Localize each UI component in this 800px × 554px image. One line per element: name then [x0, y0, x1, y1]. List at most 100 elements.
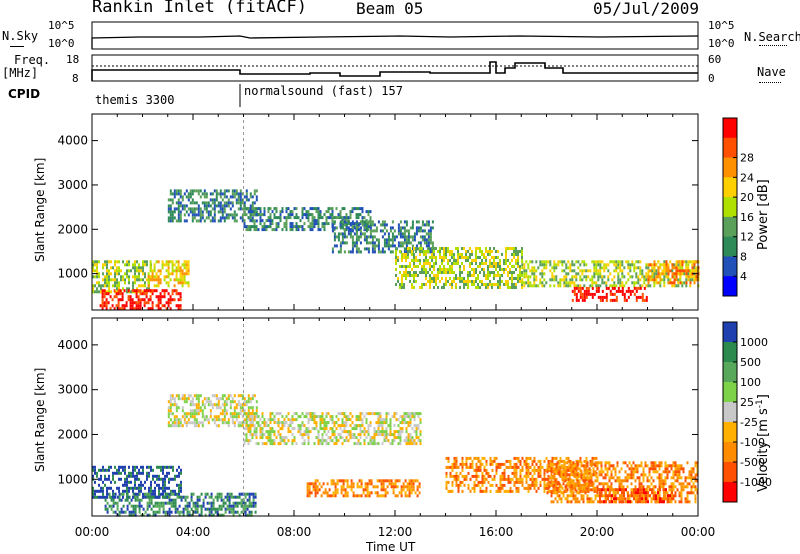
- power-cell: [205, 204, 208, 208]
- power-cell: [142, 266, 144, 270]
- velocity-cell: [581, 483, 584, 487]
- power-cell: [421, 283, 423, 286]
- power-cell: [613, 298, 616, 302]
- velocity-cell: [110, 480, 112, 484]
- power-cell: [495, 262, 497, 265]
- velocity-cell: [181, 409, 184, 413]
- power-cell: [313, 225, 316, 229]
- velocity-cell: [353, 424, 356, 428]
- velocity-cell: [561, 486, 564, 490]
- velocity-cell: [385, 436, 388, 440]
- power-cell: [94, 269, 96, 273]
- power-cell: [401, 235, 404, 239]
- power-cell: [607, 269, 610, 273]
- velocity-cell: [126, 495, 128, 499]
- velocity-cell: [483, 465, 486, 469]
- velocity-cell: [612, 494, 615, 498]
- velocity-cell: [267, 430, 270, 434]
- velocity-cell: [399, 436, 402, 440]
- power-cell: [405, 268, 407, 271]
- power-cell: [299, 225, 302, 229]
- velocity-cell: [184, 504, 187, 508]
- velocity-cell: [170, 489, 172, 493]
- power-cell: [171, 263, 174, 267]
- power-cell: [167, 210, 170, 214]
- velocity-cell: [445, 465, 448, 469]
- velocity-cell: [578, 473, 581, 477]
- cpid-label: CPID: [8, 87, 41, 101]
- velocity-cell: [344, 479, 347, 483]
- velocity-cell: [574, 485, 577, 489]
- power-cell: [657, 272, 660, 276]
- velocity-cell: [98, 483, 100, 487]
- power-cell: [144, 275, 146, 279]
- power-cell: [217, 204, 220, 208]
- power-cell: [421, 220, 424, 224]
- power-cell: [473, 274, 475, 277]
- power-cell: [104, 275, 106, 279]
- velocity-cell: [343, 427, 346, 431]
- date-label: 05/Jul/2009: [593, 0, 699, 18]
- power-cell: [513, 271, 515, 274]
- power-cell: [511, 280, 513, 283]
- velocity-cell: [383, 439, 386, 443]
- velocity-cell: [231, 400, 234, 404]
- velocity-cell: [233, 415, 236, 419]
- power-cell: [591, 260, 594, 264]
- power-cell: [475, 268, 477, 271]
- power-cell: [407, 274, 409, 277]
- velocity-cell: [247, 397, 250, 401]
- power-cell: [167, 292, 170, 296]
- power-cell: [213, 204, 216, 208]
- velocity-cell: [233, 406, 236, 410]
- velocity-cell: [213, 394, 216, 398]
- velocity-cell: [193, 394, 196, 398]
- velocity-cell: [259, 433, 262, 437]
- velocity-cell: [332, 482, 335, 486]
- velocity-cell: [311, 412, 314, 416]
- velocity-cell: [568, 476, 571, 480]
- power-cell: [475, 259, 477, 262]
- power-cell: [383, 232, 386, 236]
- power-cell: [657, 281, 660, 285]
- velocity-cell: [171, 424, 174, 428]
- power-cell: [575, 275, 578, 279]
- velocity-cell: [150, 495, 152, 499]
- velocity-cell: [543, 468, 546, 472]
- power-cell: [617, 289, 620, 293]
- power-cell: [511, 265, 513, 268]
- power-cell: [517, 262, 519, 265]
- velocity-cell: [181, 397, 184, 401]
- velocity-cell: [594, 494, 597, 498]
- power-cell: [149, 298, 152, 302]
- velocity-cell: [183, 397, 186, 401]
- velocity-cell: [215, 415, 218, 419]
- power-cell: [445, 268, 447, 271]
- power-cell: [155, 304, 158, 308]
- power-cell: [571, 269, 574, 273]
- velocity-cell: [471, 459, 474, 463]
- power-cell: [489, 274, 491, 277]
- velocity-cell: [138, 501, 141, 505]
- power-cell: [177, 292, 180, 296]
- velocity-cell: [248, 510, 251, 514]
- power-cell: [555, 278, 558, 282]
- power-cell: [167, 207, 170, 211]
- velocity-cell: [122, 510, 125, 514]
- power-cell: [509, 277, 511, 280]
- velocity-cell: [527, 468, 530, 472]
- velocity-cell: [132, 510, 135, 514]
- velocity-cell: [485, 459, 488, 463]
- velocity-cell: [517, 456, 520, 460]
- power-cell: [605, 295, 608, 299]
- power-cell: [485, 262, 487, 265]
- power-cell: [493, 283, 495, 286]
- power-cell: [159, 292, 162, 296]
- velocity-cell: [495, 462, 498, 466]
- velocity-cell: [501, 486, 504, 490]
- velocity-cell: [220, 504, 223, 508]
- power-cell: [485, 250, 487, 253]
- power-cell: [593, 292, 596, 296]
- power-cell: [261, 219, 264, 223]
- power-cell: [175, 201, 178, 205]
